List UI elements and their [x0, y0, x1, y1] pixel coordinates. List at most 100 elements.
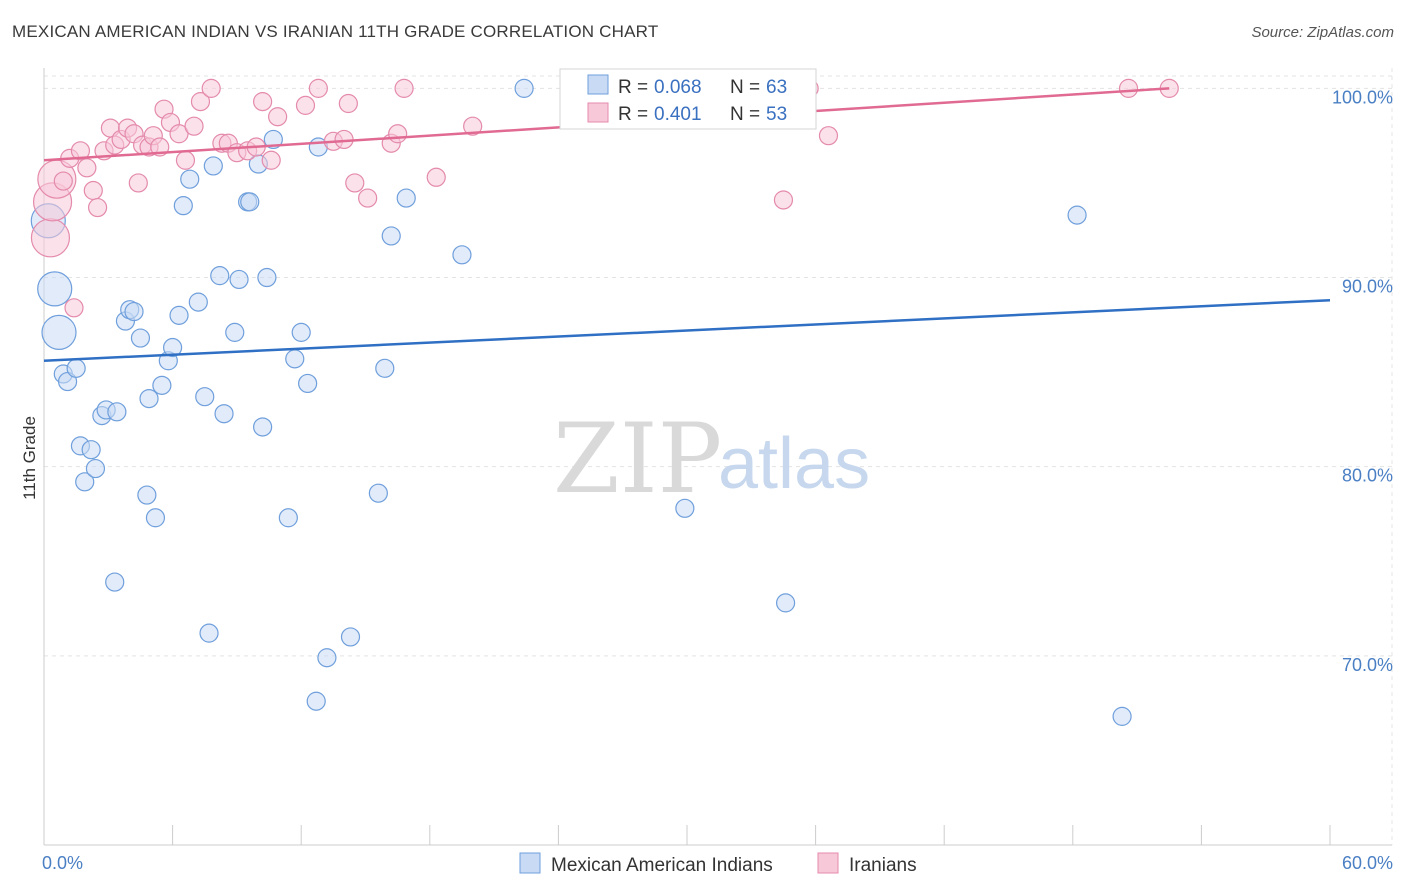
- pink-point-37: [308, 78, 328, 98]
- blue-point-41: [278, 508, 298, 528]
- blue-point-21: [152, 375, 172, 395]
- blue-point-19: [137, 485, 157, 505]
- pink-point-23: [169, 124, 189, 144]
- blue-point-33: [225, 322, 245, 342]
- pink-point-27: [201, 78, 221, 98]
- pink-point-35: [268, 107, 288, 127]
- blue-point-40: [263, 129, 283, 150]
- tick-labels: 100.0% 90.0% 80.0% 70.0% 0.0% 60.0%: [42, 87, 1393, 873]
- y-tick-label-3: 70.0%: [1342, 655, 1393, 675]
- legend-n-value-2: 53: [766, 104, 787, 125]
- pink-point-24: [175, 150, 196, 170]
- blue-point-28: [195, 387, 215, 407]
- blue-point-38: [253, 417, 273, 437]
- pink-point-0: [30, 218, 71, 258]
- blue-point-9: [85, 458, 106, 479]
- y-tick-label-2: 80.0%: [1342, 466, 1393, 486]
- blue-point-24: [169, 305, 189, 325]
- chart-source: Source: ZipAtlas.com: [1251, 24, 1394, 41]
- blue-point-7: [75, 472, 95, 492]
- legend-r-label-2: R =: [618, 104, 648, 125]
- blue-point-52: [396, 188, 416, 208]
- blue-point-58: [775, 593, 796, 613]
- blue-point-16: [124, 301, 144, 322]
- blue-point-34: [229, 269, 249, 290]
- legend: R = 0.068 N = 63 R = 0.401 N = 53: [559, 68, 817, 130]
- legend-n-label-1: N =: [730, 77, 760, 98]
- y-axis-label: 11th Grade: [20, 416, 39, 500]
- blue-point-50: [375, 358, 395, 378]
- series-legend-swatch-pink: [817, 852, 839, 874]
- pink-point-50: [818, 126, 839, 146]
- blue-point-5: [66, 358, 86, 378]
- blue-point-48: [340, 627, 361, 647]
- pink-point-7: [77, 158, 97, 178]
- blue-point-31: [210, 266, 230, 286]
- x-tick-label-0: 0.0%: [42, 853, 83, 873]
- legend-r-value-1: 0.068: [654, 77, 702, 98]
- series-legend-label-blue: Mexican American Indians: [551, 855, 773, 876]
- legend-swatch-blue: [587, 74, 609, 95]
- pink-point-51: [1118, 78, 1139, 98]
- blue-point-54: [514, 78, 534, 98]
- blue-point-29: [199, 623, 219, 643]
- pink-point-5: [64, 298, 84, 318]
- blue-trend-line: [43, 298, 1331, 363]
- pink-point-42: [358, 188, 378, 208]
- pink-point-26: [190, 92, 211, 112]
- blue-point-26: [180, 169, 200, 189]
- pink-point-47: [463, 116, 483, 136]
- blue-point-57: [675, 498, 695, 518]
- blue-point-30: [203, 156, 223, 176]
- blue-point-27: [188, 292, 208, 312]
- blue-point-2: [41, 314, 77, 350]
- pink-point-33: [253, 92, 273, 112]
- chart-title: MEXICAN AMERICAN INDIAN VS IRANIAN 11TH …: [12, 22, 659, 41]
- blue-point-51: [381, 226, 401, 246]
- series-legend-swatch-blue: [519, 852, 541, 874]
- pink-point-8: [83, 180, 103, 201]
- blue-point-13: [105, 572, 125, 592]
- watermark-atlas: atlas: [718, 424, 870, 504]
- legend-swatch-pink: [587, 102, 609, 123]
- blue-point-42: [285, 349, 305, 369]
- blue-point-25: [173, 196, 193, 216]
- legend-r-label-1: R =: [618, 77, 648, 98]
- blue-point-23: [163, 337, 183, 358]
- pink-point-16: [128, 173, 148, 193]
- blue-point-32: [214, 404, 234, 424]
- blue-point-8: [81, 440, 101, 460]
- pink-point-44: [388, 124, 408, 144]
- blue-point-43: [291, 322, 311, 342]
- series-legend: Mexican American Indians Iranians: [519, 852, 917, 876]
- pink-point-9: [87, 197, 108, 218]
- blue-point-17: [130, 328, 151, 348]
- legend-n-value-1: 63: [766, 77, 787, 98]
- legend-n-label-2: N =: [730, 104, 760, 125]
- blue-point-60: [1112, 706, 1132, 726]
- blue-point-46: [317, 648, 337, 668]
- pink-point-25: [184, 116, 204, 136]
- blue-point-59: [1067, 205, 1087, 225]
- pink-point-6: [70, 141, 91, 161]
- pink-point-3: [53, 171, 73, 191]
- series-legend-label-pink: Iranians: [849, 855, 917, 876]
- blue-point-53: [452, 245, 472, 265]
- y-tick-label-1: 90.0%: [1342, 277, 1393, 297]
- pink-point-40: [338, 93, 358, 114]
- y-tick-label-0: 100.0%: [1332, 87, 1393, 107]
- blue-point-47: [306, 691, 326, 711]
- blue-point-44: [298, 373, 318, 394]
- data-points: [30, 78, 1179, 726]
- pink-point-41: [345, 173, 365, 193]
- blue-point-36: [240, 192, 260, 212]
- blue-point-20: [145, 508, 166, 528]
- watermark-zip: ZIP: [553, 403, 722, 515]
- blue-point-1: [37, 271, 73, 307]
- pink-point-36: [295, 95, 316, 115]
- pink-point-46: [426, 167, 446, 187]
- watermark: ZIP atlas: [553, 403, 870, 515]
- x-tick-label-1: 60.0%: [1342, 853, 1393, 873]
- blue-point-49: [368, 483, 388, 503]
